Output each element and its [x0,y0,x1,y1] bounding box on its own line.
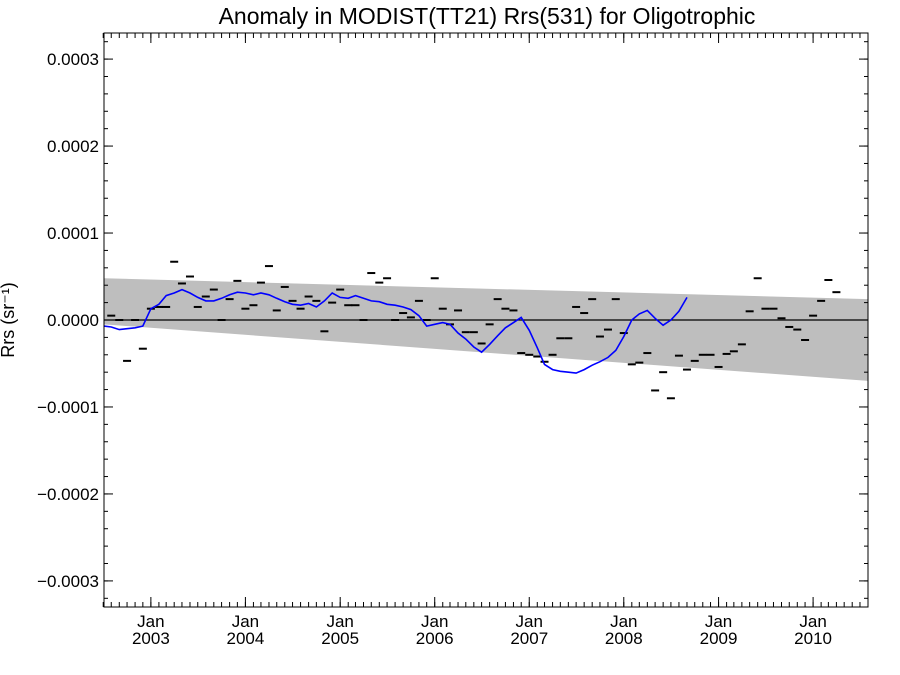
y-tick-label: −0.0001 [37,398,99,417]
confidence-band [104,278,868,381]
chart-title: Anomaly in MODIST(TT21) Rrs(531) for Oli… [219,3,756,29]
x-tick-year-label: 2003 [132,629,170,648]
x-tick-year-label: 2004 [226,629,264,648]
y-tick-label: 0.0002 [47,137,99,156]
y-axis-label: Rrs (sr⁻¹) [0,282,18,357]
x-tick-year-label: 2007 [510,629,548,648]
x-tick-year-label: 2005 [321,629,359,648]
x-tick-month-label: Jan [610,612,637,631]
running-mean-layer [103,288,688,374]
axes-layer: 0.0003 0.0002 0.0001 0.0000 −0.0001 −0.0002 −0… [37,32,869,648]
running-mean-line [103,288,688,374]
confidence-band-layer [104,278,868,381]
x-tick-year-label: 2008 [605,629,643,648]
x-tick-month-label: Jan [137,612,164,631]
y-tick-label: −0.0002 [37,485,99,504]
x-tick-month-label: Jan [326,612,353,631]
x-tick-month-label: Jan [421,612,448,631]
x-tick-year-label: 2006 [416,629,454,648]
y-tick-label: −0.0003 [37,572,99,591]
monthly-anomaly-layer [107,260,841,400]
x-tick-month-label: Jan [232,612,259,631]
y-tick-label: 0.0003 [47,50,99,69]
y-tick-label: 0.0000 [47,311,99,330]
y-tick-label: 0.0001 [47,224,99,243]
x-tick-year-label: 2010 [794,629,832,648]
x-tick-year-label: 2009 [700,629,738,648]
x-tick-month-label: Jan [799,612,826,631]
x-tick-month-label: Jan [516,612,543,631]
x-tick-month-label: Jan [705,612,732,631]
